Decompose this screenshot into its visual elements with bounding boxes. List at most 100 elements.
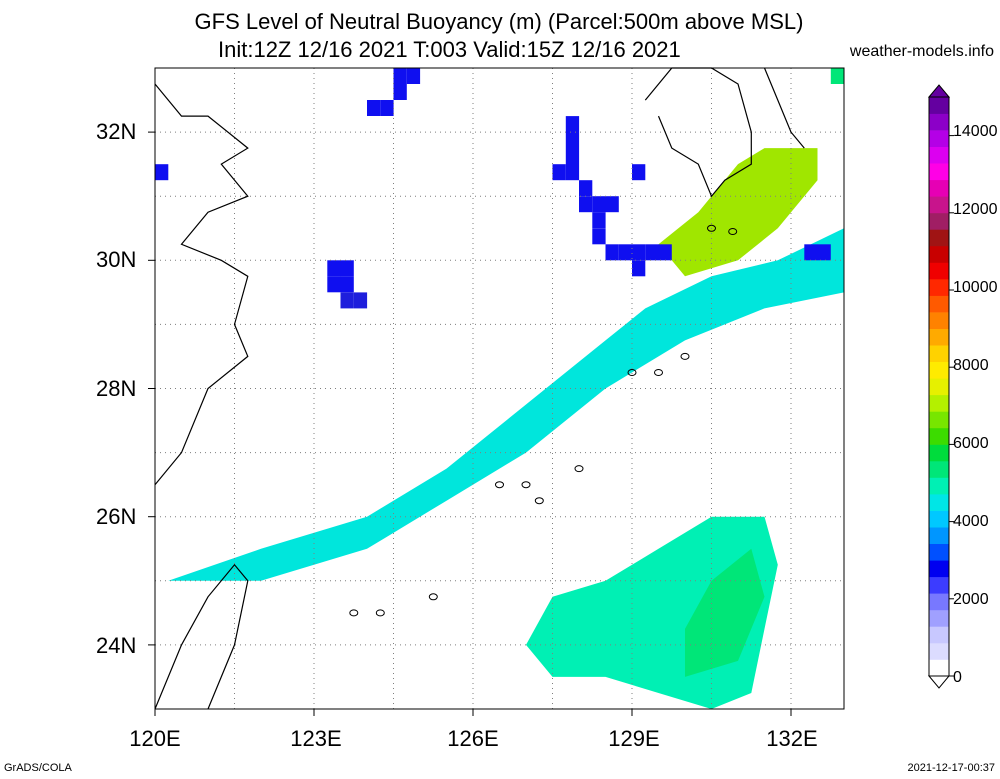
lon-label-123e: 123E xyxy=(290,726,342,751)
colorbar-swatch xyxy=(929,543,949,561)
colorbar xyxy=(927,84,954,689)
lon-label-120e: 120E xyxy=(129,726,181,751)
island-outline xyxy=(375,609,385,617)
colorbar-label-4000: 4000 xyxy=(953,513,989,530)
coastline-segment xyxy=(154,83,249,486)
colorbar-swatch xyxy=(929,560,949,578)
colorbar-bottom-arrow xyxy=(927,675,951,689)
buoyancy-cell-blue xyxy=(804,244,818,261)
colorbar-swatch xyxy=(929,113,949,131)
buoyancy-cell-blue xyxy=(406,68,421,84)
buoyancy-cell-blue xyxy=(632,164,646,181)
buoyancy-cell-blue xyxy=(327,260,341,277)
colorbar-swatch xyxy=(929,295,949,313)
site-credit: weather-models.info xyxy=(849,43,994,60)
colorbar-label-14000: 14000 xyxy=(953,123,998,140)
island-outline xyxy=(349,609,359,617)
buoyancy-cell-blue xyxy=(380,100,394,116)
colorbar-swatch xyxy=(929,576,949,594)
colorbar-swatch xyxy=(929,642,949,660)
colorbar-label-2000: 2000 xyxy=(953,591,989,608)
colorbar-swatch xyxy=(929,229,949,247)
colorbar-swatch xyxy=(929,279,949,296)
axis-ticks xyxy=(148,131,792,716)
buoyancy-cell-blue xyxy=(618,244,633,261)
colorbar-swatch xyxy=(929,378,949,396)
buoyancy-cell-blue xyxy=(327,276,341,293)
buoyancy-area-yellowgreen xyxy=(658,148,818,277)
colorbar-top-arrow xyxy=(927,84,951,98)
colorbar-swatch xyxy=(929,460,949,478)
buoyancy-cell-blue xyxy=(592,228,606,245)
island-outline xyxy=(680,352,690,360)
buoyancy-cell-blue xyxy=(592,212,606,229)
buoyancy-cell-blue xyxy=(579,180,593,197)
buoyancy-cell-deepblue xyxy=(340,292,354,309)
buoyancy-cell-blue xyxy=(155,164,169,181)
lat-label-32n: 32N xyxy=(96,119,137,144)
colorbar-swatch xyxy=(929,477,949,495)
buoyancy-cell-blue xyxy=(565,116,580,181)
lat-label-24n: 24N xyxy=(96,633,137,658)
colorbar-swatch xyxy=(929,510,949,528)
lon-label-132e: 132E xyxy=(766,726,818,751)
colorbar-swatch xyxy=(929,312,949,329)
colorbar-swatch xyxy=(929,345,949,362)
colorbar-swatch xyxy=(929,427,949,445)
island-outline xyxy=(495,481,504,489)
buoyancy-cell-green xyxy=(830,68,845,84)
colorbar-label-6000: 6000 xyxy=(953,435,989,452)
coastline-segment xyxy=(154,563,249,710)
colorbar-swatch xyxy=(929,328,949,346)
colorbar-swatch xyxy=(929,659,949,677)
island-outline xyxy=(574,465,584,473)
buoyancy-cell-blue xyxy=(340,276,354,293)
footer-timestamp: 2021-12-17-00:37 xyxy=(907,762,995,774)
island-outline xyxy=(654,369,663,376)
colorbar-border xyxy=(928,96,950,677)
buoyancy-cell-blue xyxy=(367,100,381,116)
colorbar-swatch xyxy=(929,146,949,164)
colorbar-swatch xyxy=(929,179,949,197)
colorbar-swatch xyxy=(929,527,949,544)
buoyancy-cell-blue xyxy=(658,244,672,261)
coastline xyxy=(154,67,805,710)
colorbar-swatch xyxy=(929,196,949,214)
lat-label-28n: 28N xyxy=(96,376,137,401)
colorbar-swatch xyxy=(929,593,949,611)
map-subtitle: Init:12Z 12/16 2021 T:003 Valid:15Z 12/1… xyxy=(218,37,681,62)
buoyancy-cell-blue xyxy=(552,164,566,181)
footer-software: GrADS/COLA xyxy=(4,762,72,774)
colorbar-swatch xyxy=(929,609,949,627)
colorbar-swatch xyxy=(929,212,949,230)
colorbar-swatch xyxy=(929,361,949,379)
colorbar-swatch xyxy=(929,163,949,181)
colorbar-swatch xyxy=(929,494,949,511)
buoyancy-cell-blue xyxy=(632,260,646,277)
colorbar-label-0: 0 xyxy=(953,669,962,686)
island-outline xyxy=(707,224,716,232)
lon-label-126e: 126E xyxy=(447,726,499,751)
buoyancy-cell-deepblue xyxy=(353,292,368,309)
colorbar-swatch xyxy=(929,444,949,462)
buoyancy-cell-blue xyxy=(605,244,619,261)
colorbar-swatch xyxy=(929,394,949,412)
buoyancy-cell-blue xyxy=(605,196,619,213)
buoyancy-cell-blue xyxy=(632,244,646,261)
island-outline xyxy=(521,481,531,489)
buoyancy-cell-blue xyxy=(645,244,659,261)
colorbar-swatch xyxy=(929,130,949,147)
island-outline xyxy=(534,497,544,505)
lon-label-129e: 129E xyxy=(608,726,660,751)
buoyancy-cell-blue xyxy=(592,196,606,213)
island-outline xyxy=(428,593,438,601)
colorbar-swatch xyxy=(929,262,949,280)
grid-lines xyxy=(155,68,844,709)
buoyancy-cell-blue xyxy=(340,260,354,277)
colorbar-swatch xyxy=(929,97,949,114)
buoyancy-cell-blue xyxy=(393,68,407,84)
coastline-segment xyxy=(763,67,805,149)
colorbar-label-10000: 10000 xyxy=(953,279,998,296)
buoyancy-area-green xyxy=(685,548,765,677)
